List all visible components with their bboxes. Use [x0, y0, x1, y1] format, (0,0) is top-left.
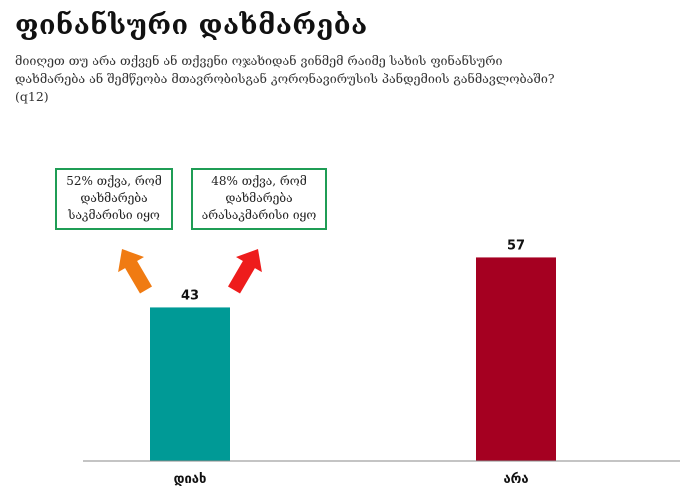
chart-title: ფინანსური დახმარება — [15, 10, 368, 41]
data-label-0: 43 — [181, 288, 199, 303]
callout-insufficient-text: 48% თქვა, რომ დახმარება არასაკმარისი იყო — [201, 174, 317, 222]
chart-subtitle: მიიღეთ თუ არა თქვენ ან თქვენი ოჯახიდან ვ… — [15, 53, 555, 104]
x-tick-label-0: დიახ — [174, 472, 207, 487]
bar-1 — [476, 257, 556, 461]
arrow-up-right-icon — [228, 249, 262, 294]
arrow-up-left-icon — [118, 249, 152, 294]
callout-sufficient: 52% თქვა, რომ დახმარება საკმარისი იყო — [55, 168, 173, 230]
x-tick-label-1: არა — [503, 472, 528, 487]
data-label-1: 57 — [507, 238, 525, 253]
bar-0 — [150, 307, 230, 461]
callout-insufficient: 48% თქვა, რომ დახმარება არასაკმარისი იყო — [191, 168, 327, 230]
callout-sufficient-text: 52% თქვა, რომ დახმარება საკმარისი იყო — [66, 174, 162, 222]
